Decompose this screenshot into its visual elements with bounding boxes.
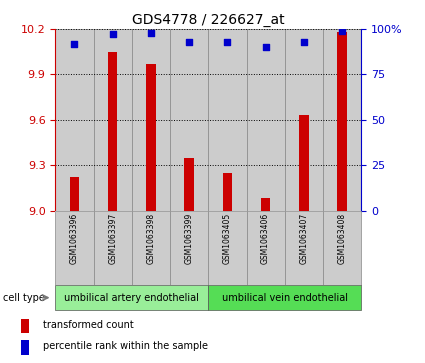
- Point: [71, 41, 78, 46]
- Point: [224, 39, 231, 45]
- Text: GSM1063408: GSM1063408: [337, 213, 347, 264]
- Bar: [299, 115, 309, 211]
- Text: transformed count: transformed count: [42, 321, 133, 330]
- Text: cell type: cell type: [3, 293, 45, 303]
- FancyBboxPatch shape: [94, 211, 132, 285]
- Point: [300, 39, 307, 45]
- Bar: [21, 319, 29, 333]
- FancyBboxPatch shape: [55, 211, 94, 285]
- FancyBboxPatch shape: [323, 211, 361, 285]
- FancyBboxPatch shape: [208, 211, 246, 285]
- Bar: [246, 29, 285, 211]
- Text: umbilical artery endothelial: umbilical artery endothelial: [64, 293, 199, 303]
- Bar: [94, 29, 132, 211]
- Bar: [55, 29, 94, 211]
- Text: GSM1063407: GSM1063407: [299, 213, 309, 264]
- Title: GDS4778 / 226627_at: GDS4778 / 226627_at: [132, 13, 285, 26]
- Text: GSM1063405: GSM1063405: [223, 213, 232, 264]
- FancyBboxPatch shape: [208, 285, 361, 310]
- Text: GSM1063406: GSM1063406: [261, 213, 270, 264]
- FancyBboxPatch shape: [170, 211, 208, 285]
- Text: GSM1063398: GSM1063398: [146, 213, 156, 264]
- Text: GSM1063399: GSM1063399: [184, 213, 194, 264]
- Bar: [146, 64, 156, 211]
- Bar: [170, 29, 208, 211]
- FancyBboxPatch shape: [55, 285, 208, 310]
- Bar: [261, 199, 270, 211]
- Bar: [223, 173, 232, 211]
- Bar: [285, 29, 323, 211]
- Text: percentile rank within the sample: percentile rank within the sample: [42, 341, 208, 351]
- Bar: [132, 29, 170, 211]
- Text: umbilical vein endothelial: umbilical vein endothelial: [222, 293, 348, 303]
- Text: GSM1063396: GSM1063396: [70, 213, 79, 264]
- FancyBboxPatch shape: [132, 211, 170, 285]
- Text: GSM1063397: GSM1063397: [108, 213, 117, 264]
- Point: [339, 28, 346, 34]
- Bar: [21, 340, 29, 355]
- Point: [186, 39, 193, 45]
- Point: [147, 30, 154, 36]
- FancyBboxPatch shape: [285, 211, 323, 285]
- Point: [109, 32, 116, 37]
- Bar: [184, 158, 194, 211]
- FancyBboxPatch shape: [246, 211, 285, 285]
- Bar: [323, 29, 361, 211]
- Point: [262, 44, 269, 50]
- Bar: [208, 29, 246, 211]
- Bar: [70, 177, 79, 211]
- Bar: [108, 52, 117, 211]
- Bar: [337, 32, 347, 211]
